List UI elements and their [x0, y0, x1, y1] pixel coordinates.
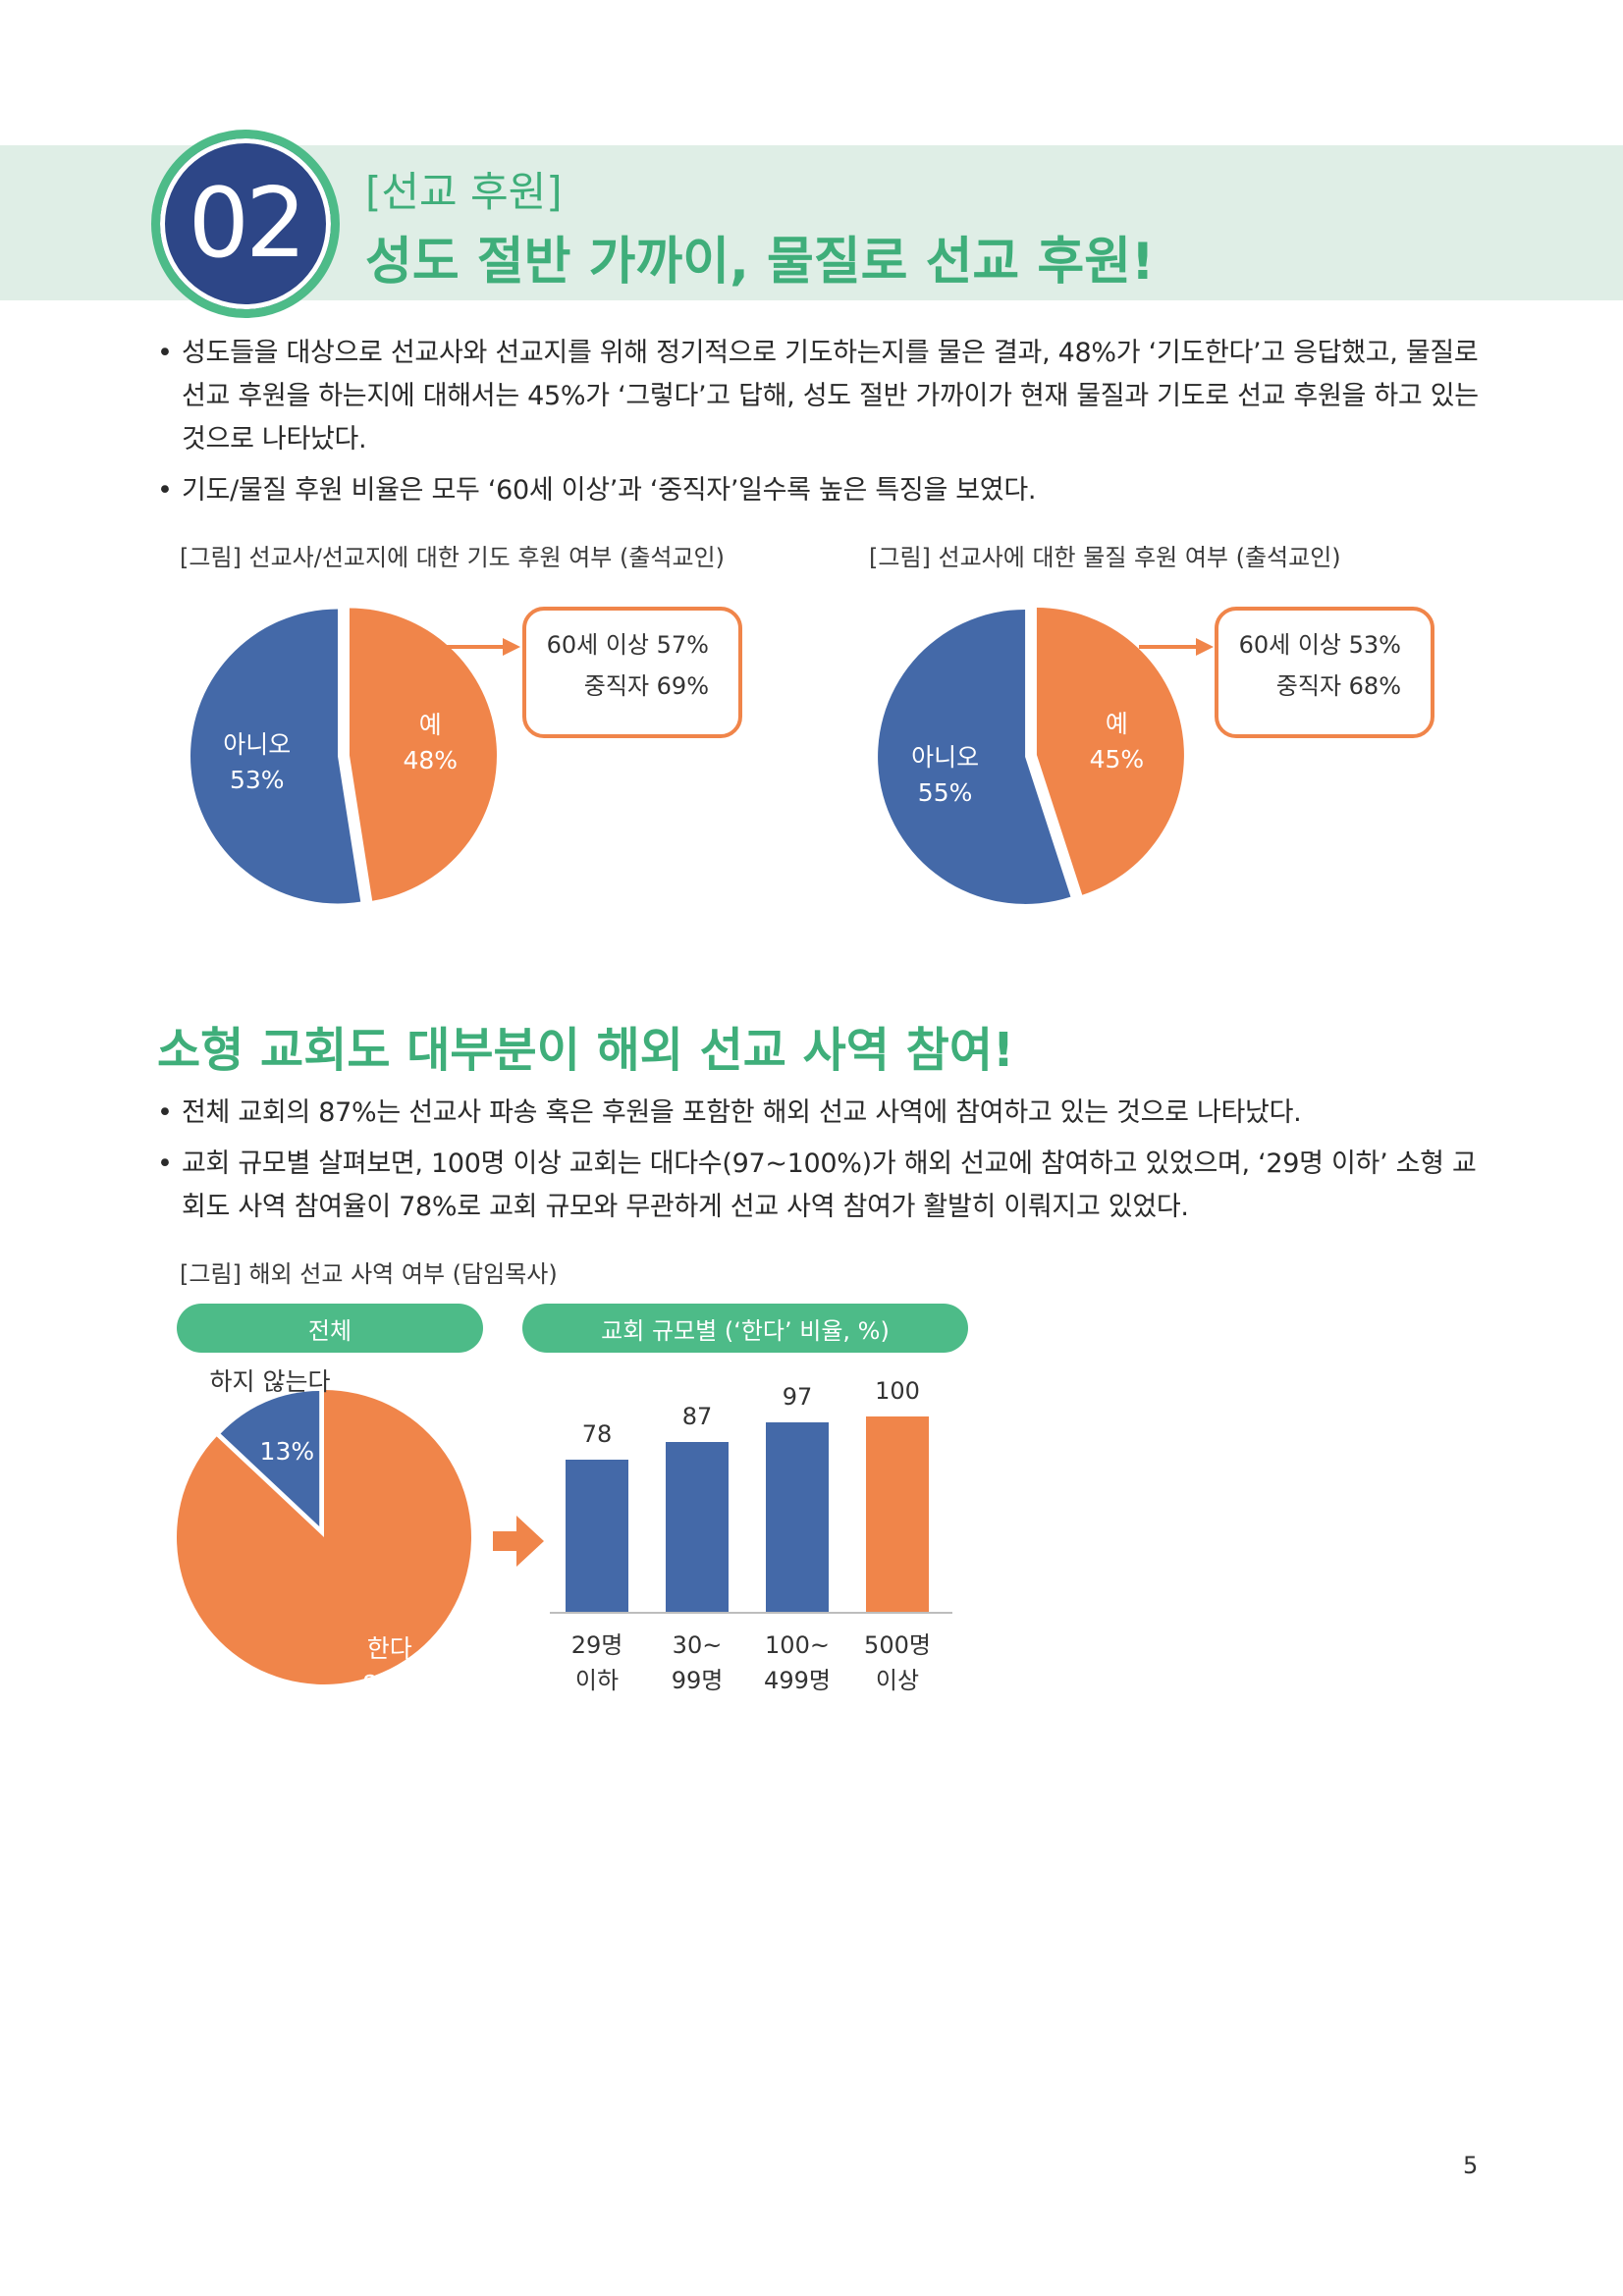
page-number: 5 [1463, 2152, 1479, 2179]
bar-category-labels: 29명 이하 30~ 99명 100~ 499명 500명 이상 [550, 1628, 962, 1706]
figure2-caption: [그림] 선교사에 대한 물질 후원 여부 (출석교인) [869, 544, 1341, 571]
bar-category-label: 100~ 499명 [748, 1628, 846, 1698]
bar-category-line: 99명 [671, 1667, 724, 1694]
callout-line: 중직자 69% [583, 672, 709, 700]
bar-value-label: 100 [875, 1377, 920, 1405]
callout-line: 60세 이상 57% [546, 631, 709, 659]
bar [566, 1460, 628, 1613]
bullet-item: 교회 규모별 살펴보면, 100명 이상 교회는 대다수(97~100%)가 해… [157, 1143, 1483, 1229]
section2-bullets: 전체 교회의 87%는 선교사 파송 혹은 후원을 포함한 해외 선교 사역에 … [157, 1092, 1483, 1237]
bar-value-label: 97 [783, 1383, 813, 1411]
arrow-icon [1139, 638, 1214, 656]
figure1-caption: [그림] 선교사/선교지에 대한 기도 후원 여부 (출석교인) [180, 544, 725, 571]
pill-label-by-size: 교회 규모별 (‘한다’ 비율, %) [522, 1304, 968, 1353]
section1-bullets: 성도들을 대상으로 선교사와 선교지를 위해 정기적으로 기도하는지를 물은 결… [157, 332, 1483, 520]
callout-line: 중직자 68% [1275, 672, 1401, 700]
slice-value-label: 13% [260, 1437, 315, 1466]
pill-text: 교회 규모별 (‘한다’ 비율, %) [601, 1316, 890, 1345]
pill-label-total: 전체 [177, 1304, 483, 1353]
slice-value-label: 45% [1090, 745, 1145, 774]
bar-category-line: 499명 [764, 1667, 831, 1694]
pie-slice [220, 1390, 320, 1526]
arrow-icon [446, 638, 520, 656]
pie-slice [177, 1390, 471, 1684]
callout-line: 60세 이상 53% [1238, 631, 1401, 659]
slice-label: 아니오 [911, 743, 979, 772]
block-arrow-icon [493, 1516, 544, 1567]
bar-category-line: 500명 [864, 1631, 931, 1659]
bar-value-label: 78 [582, 1420, 613, 1448]
pie-chart-overseas-mission: 한다 87% 13% 하지 않는다 [177, 1367, 471, 1696]
section-kicker: [선교 후원] [365, 168, 563, 216]
pie-slice [878, 609, 1071, 904]
bar-category-line: 29명 [570, 1631, 623, 1659]
pie-slice [1036, 608, 1184, 895]
bullet-item: 성도들을 대상으로 선교사와 선교지를 위해 정기적으로 기도하는지를 물은 결… [157, 332, 1483, 461]
bar-chart-by-church-size: 78 87 97 100 [550, 1377, 952, 1614]
slice-label: 예 [419, 711, 442, 739]
bullet-item: 전체 교회의 87%는 선교사 파송 혹은 후원을 포함한 해외 선교 사역에 … [157, 1092, 1483, 1135]
slice-value-label: 87% [362, 1670, 417, 1696]
callout-box-material: 60세 이상 53% 중직자 68% [1215, 607, 1434, 738]
slice-value-label: 48% [403, 746, 458, 774]
bar-category-label: 30~ 99명 [648, 1628, 746, 1698]
callout-box-prayer: 60세 이상 57% 중직자 69% [522, 607, 742, 738]
section-headline: 성도 절반 가까이, 물질로 선교 후원! [365, 233, 1155, 292]
pie-chart-prayer-support: 예 48% 아니오 53% [190, 608, 497, 904]
pill-text: 전체 [307, 1316, 352, 1345]
pie-slice [190, 609, 361, 904]
bar-category-line: 100~ [765, 1631, 830, 1659]
slice-value-label: 55% [918, 778, 973, 807]
section2-headline: 소형 교회도 대부분이 해외 선교 사역 참여! [157, 1023, 1014, 1078]
pie-slice [349, 608, 497, 901]
slice-label: 아니오 [223, 730, 291, 759]
bar [666, 1442, 729, 1613]
bar-category-line: 이하 [574, 1667, 620, 1694]
slice-label: 하지 않는다 [210, 1367, 331, 1396]
slice-label: 한다 [367, 1634, 412, 1663]
pie-chart-material-support: 예 45% 아니오 55% [878, 608, 1184, 904]
bar [866, 1416, 929, 1613]
bullet-item: 기도/물질 후원 비율은 모두 ‘60세 이상’과 ‘중직자’일수록 높은 특징… [157, 469, 1483, 512]
slice-label: 예 [1106, 710, 1128, 738]
bar-value-label: 87 [682, 1403, 713, 1430]
section-number-badge: 02 [151, 130, 340, 318]
slice-value-label: 53% [230, 766, 285, 794]
bar-category-line: 이상 [875, 1667, 920, 1694]
figure3-caption: [그림] 해외 선교 사역 여부 (담임목사) [180, 1260, 558, 1288]
bar [766, 1422, 829, 1613]
bar-category-line: 30~ [672, 1631, 723, 1659]
